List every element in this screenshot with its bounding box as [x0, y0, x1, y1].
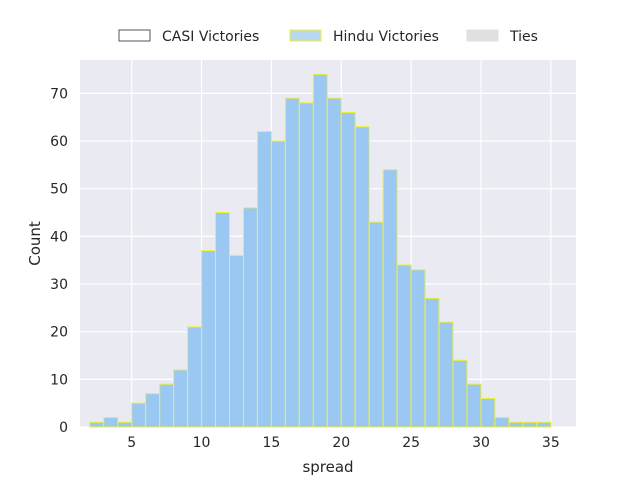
- x-tick-label: 10: [193, 435, 211, 451]
- histogram-bar: [522, 421, 538, 428]
- histogram-bar: [396, 264, 412, 428]
- histogram-bar: [424, 297, 440, 428]
- histogram-bar: [466, 383, 482, 428]
- histogram-bar: [368, 221, 384, 428]
- histogram-bar: [103, 416, 119, 428]
- histogram-bar: [480, 397, 496, 428]
- histogram-bar: [228, 254, 244, 428]
- legend-swatch: [289, 29, 322, 42]
- histogram-bar: [117, 421, 133, 428]
- histogram-bar: [326, 97, 342, 428]
- x-tick-label: 25: [402, 435, 420, 451]
- legend-swatch: [118, 29, 151, 42]
- y-tick-label: 0: [59, 420, 68, 436]
- histogram-bar: [536, 421, 552, 428]
- y-tick-label: 70: [50, 86, 68, 102]
- histogram-bar: [354, 126, 370, 428]
- histogram-bar: [438, 321, 454, 428]
- x-axis-label: spread: [302, 458, 353, 476]
- histogram-bar: [452, 359, 468, 428]
- y-tick-label: 40: [50, 229, 68, 245]
- histogram-bar: [159, 383, 175, 428]
- histogram-bar: [145, 393, 161, 428]
- x-tick-label: 20: [332, 435, 350, 451]
- y-tick-label: 10: [50, 372, 68, 388]
- histogram-bar: [187, 326, 203, 428]
- x-tick-label: 35: [542, 435, 560, 451]
- histogram-bar: [298, 102, 314, 428]
- histogram-bar: [215, 212, 230, 428]
- x-tick-label: 15: [263, 435, 281, 451]
- histogram-bar: [173, 369, 189, 428]
- histogram-bar: [270, 140, 286, 428]
- y-tick-label: 20: [50, 325, 68, 341]
- legend-label: Ties: [509, 29, 538, 45]
- histogram-bar: [410, 269, 426, 428]
- legend-swatch: [466, 29, 499, 42]
- histogram-bar: [494, 416, 510, 428]
- histogram-bar: [89, 421, 105, 428]
- histogram-bar: [284, 97, 300, 428]
- histogram-bar: [382, 169, 398, 428]
- x-tick-label: 5: [127, 435, 136, 451]
- y-tick-label: 50: [50, 182, 68, 198]
- y-tick-label: 30: [50, 277, 68, 293]
- histogram-bar: [201, 250, 217, 428]
- histogram-bar: [256, 130, 272, 428]
- histogram-bar: [242, 207, 258, 428]
- y-axis-label: Count: [26, 221, 44, 266]
- y-tick-label: 60: [50, 134, 68, 150]
- legend-label: CASI Victories: [162, 29, 259, 45]
- histogram-bar: [508, 421, 524, 428]
- legend-label: Hindu Victories: [333, 29, 439, 45]
- histogram-bar: [340, 111, 356, 428]
- x-tick-label: 30: [472, 435, 490, 451]
- histogram-bar: [131, 402, 147, 428]
- histogram-bar: [312, 73, 328, 428]
